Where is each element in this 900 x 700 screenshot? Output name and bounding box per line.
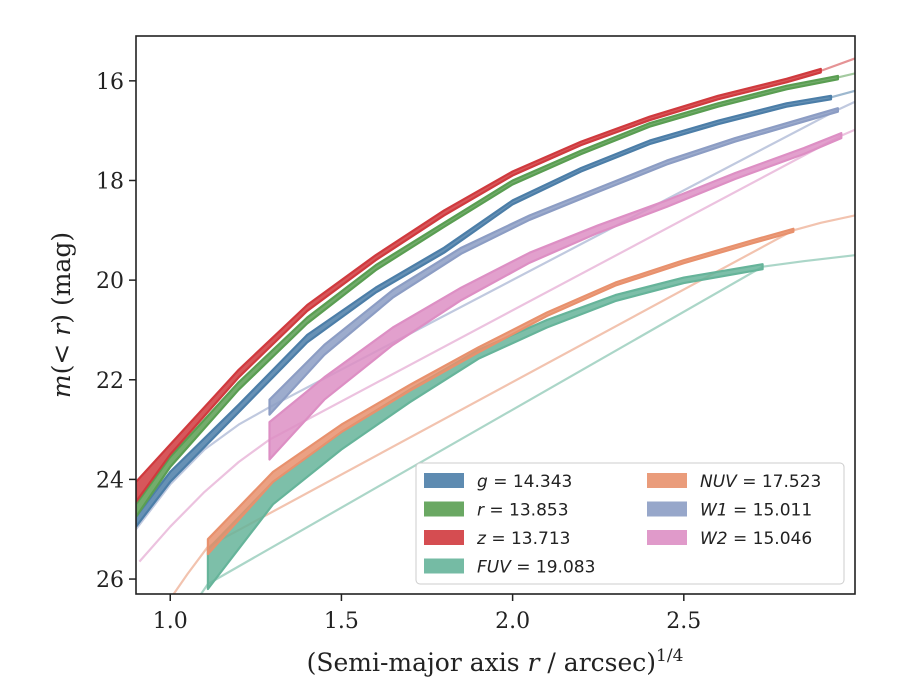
- legend-swatch: [647, 473, 687, 488]
- legend-label: z = 13.713: [476, 529, 570, 549]
- series-line-fuv: [199, 254, 855, 594]
- x-tick-label: 2.0: [495, 609, 530, 634]
- series-line-z: [820, 57, 855, 72]
- series-line-nuv: [172, 214, 855, 594]
- legend-swatch: [647, 530, 687, 545]
- legend-label: W1 = 15.011: [700, 501, 812, 521]
- legend-box: [415, 462, 845, 585]
- legend-swatch: [424, 530, 464, 545]
- legend: g = 14.343 r = 13.853 z = 13.713 FUV = 19.0…: [415, 462, 845, 585]
- x-tick-label: 1.5: [324, 609, 359, 634]
- axis-ticks: 1.0 1.5 2.0 2.5 16 18 20 22 24 26: [96, 70, 701, 634]
- legend-swatch: [647, 501, 687, 517]
- legend-item-nuv: NUV = 17.523: [647, 472, 821, 492]
- y-tick-label: 26: [96, 568, 124, 593]
- series-band-w1: [268, 107, 839, 416]
- y-axis-label: m(< r) (mag): [47, 232, 76, 398]
- legend-item-z: z = 13.713: [424, 529, 570, 549]
- legend-swatch: [424, 501, 464, 517]
- legend-entries: g = 14.343 r = 13.853 z = 13.713 FUV = 19.0…: [424, 472, 821, 578]
- series-band-nuv: [206, 227, 795, 556]
- x-tick-label: 2.5: [666, 609, 701, 634]
- y-tick-label: 18: [96, 169, 124, 194]
- legend-item-r: r = 13.853: [424, 501, 569, 521]
- y-tick-label: 16: [96, 70, 124, 95]
- series-band-g: [136, 94, 833, 528]
- legend-label: FUV = 19.083: [477, 558, 595, 578]
- series-band-w2: [268, 132, 843, 461]
- legend-item-w2: W2 = 15.046: [647, 529, 812, 549]
- y-tick-label: 20: [96, 269, 124, 294]
- y-tick-label: 22: [96, 369, 124, 394]
- legend-item-fuv: FUV = 19.083: [424, 558, 595, 578]
- legend-label: W2 = 15.046: [700, 529, 812, 549]
- series-line-g: [830, 89, 855, 99]
- series-band-z: [136, 67, 822, 503]
- legend-swatch: [424, 473, 464, 488]
- axes-frame: [135, 35, 856, 595]
- y-tick-label: 24: [96, 468, 124, 493]
- series-line-r: [837, 72, 855, 79]
- legend-label: r = 13.853: [477, 501, 569, 521]
- legend-item-g: g = 14.343: [424, 472, 572, 492]
- legend-label: g = 14.343: [477, 472, 572, 492]
- x-axis-label: (Semi-major axis r / arcsec)1/4: [307, 646, 684, 677]
- legend-item-w1: W1 = 15.011: [647, 501, 812, 521]
- x-tick-label: 1.0: [153, 609, 188, 634]
- series-band-r: [136, 74, 839, 518]
- legend-swatch: [424, 558, 464, 574]
- legend-label: NUV = 17.523: [700, 472, 821, 492]
- plot-area: [136, 57, 855, 594]
